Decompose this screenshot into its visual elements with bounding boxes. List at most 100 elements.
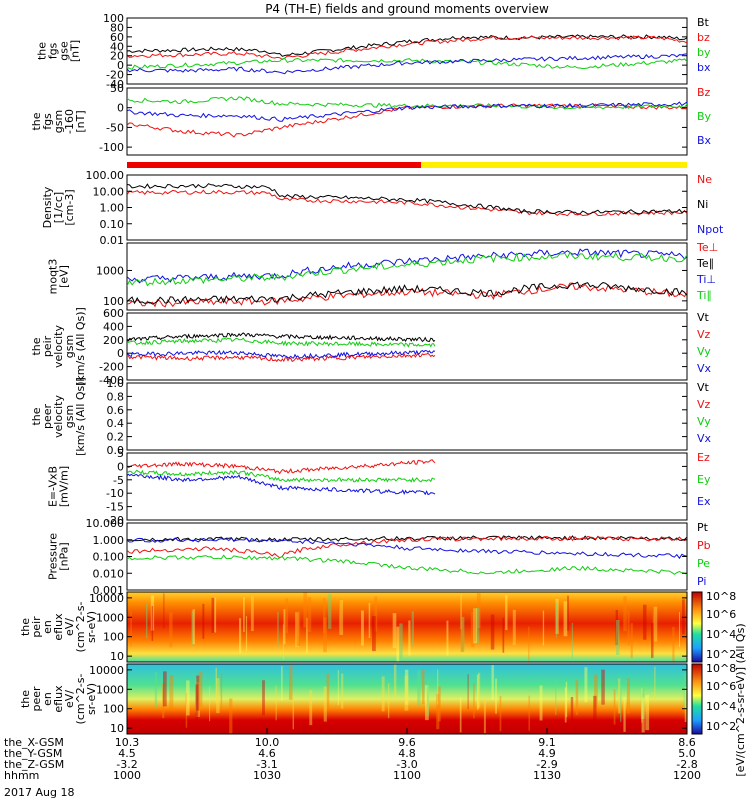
spectrogram-streak bbox=[616, 619, 620, 655]
spectrogram-streak bbox=[613, 689, 616, 725]
series-line-Ez bbox=[127, 459, 436, 475]
spectrogram-streak bbox=[323, 686, 327, 722]
y-tick-label: 0 bbox=[117, 347, 124, 360]
x-tick-label: 9.1 bbox=[538, 736, 556, 749]
legend-Vx: Vx bbox=[697, 362, 712, 375]
spectrogram-streak bbox=[652, 612, 654, 648]
spectrogram-streak bbox=[437, 669, 439, 705]
y-axis-label: sr-eV) bbox=[85, 611, 98, 643]
panel-temperature: Te⊥ Te∥ Ti⊥ Ti∥ 1000 100 moqt3[eV] bbox=[47, 241, 718, 311]
spectrogram-streak bbox=[281, 665, 283, 701]
legend-Ti∥: Ti∥ bbox=[696, 289, 712, 302]
colorbar-tick: 10^8 bbox=[706, 662, 736, 675]
y-axis-label: velocity bbox=[52, 395, 65, 438]
x-tick-label: -3.2 bbox=[116, 758, 137, 771]
spectrogram-streak bbox=[502, 617, 505, 653]
spectrogram-streak bbox=[396, 626, 400, 662]
spectrogram-streak bbox=[542, 610, 545, 646]
y-tick-label: 1000 bbox=[96, 683, 124, 696]
y-axis-label: peer bbox=[30, 686, 43, 712]
spectrogram-streak bbox=[641, 687, 643, 723]
x-tick-label: 4.5 bbox=[118, 747, 136, 760]
spectrogram-streak bbox=[490, 614, 495, 650]
spectrogram-streak bbox=[571, 622, 573, 658]
spectrogram-streak bbox=[192, 609, 195, 645]
spectrogram-streak bbox=[512, 609, 516, 645]
date-label: 2017 Aug 18 bbox=[4, 786, 74, 799]
legend-Te∥: Te∥ bbox=[696, 257, 714, 270]
spectrogram-streak bbox=[417, 670, 421, 706]
legend-Vt: Vt bbox=[697, 381, 710, 394]
legend-Ex: Ex bbox=[697, 495, 711, 508]
y-tick-label: 50 bbox=[110, 82, 124, 95]
spectrogram-streak bbox=[169, 612, 173, 648]
series-line-Pi bbox=[127, 537, 687, 560]
spectrogram-streak bbox=[239, 618, 242, 654]
colorbar-tick: 10^8 bbox=[706, 590, 736, 603]
spectrogram-streak bbox=[643, 604, 647, 640]
x-tick-label: 1000 bbox=[113, 769, 141, 782]
spectrogram-streak bbox=[169, 675, 174, 711]
spectrogram-streak bbox=[186, 680, 190, 716]
spectrogram-streak bbox=[404, 669, 409, 705]
x-tick-label: 1200 bbox=[673, 769, 701, 782]
legend-Vz: Vz bbox=[697, 328, 711, 341]
spectrogram-streak bbox=[653, 606, 658, 642]
series-line-Bz bbox=[127, 103, 687, 138]
spectrogram-streak bbox=[262, 680, 265, 716]
spectrogram-streak bbox=[323, 617, 327, 653]
spectrogram-streak bbox=[483, 698, 486, 734]
y-tick-label: -20 bbox=[106, 69, 124, 82]
y-tick-label: 10000 bbox=[89, 664, 124, 677]
y-axis-label: gse bbox=[58, 41, 71, 61]
spectrogram-streak bbox=[473, 608, 478, 644]
spectrogram-streak bbox=[618, 678, 621, 714]
colorbar-tick: 10^2 bbox=[706, 720, 736, 733]
spectrogram-streak bbox=[425, 685, 429, 721]
colorbar-label: [eV/(cm^2-s-sr-eV)] (All Qs) bbox=[734, 623, 747, 776]
y-tick-label: 10.000 bbox=[86, 517, 125, 530]
series-line-Ti⊥ bbox=[127, 248, 687, 284]
y-axis-label: [cm-3] bbox=[63, 189, 76, 225]
y-axis-label: [km/s (All Qs)] bbox=[74, 377, 87, 456]
legend-Ez: Ez bbox=[697, 451, 710, 464]
spectrogram-streak bbox=[539, 685, 543, 721]
spectrogram-streak bbox=[326, 673, 330, 709]
y-axis-label: en bbox=[41, 692, 54, 706]
y-axis-label: [km/s (All Qs)] bbox=[74, 307, 87, 386]
colorbar-top bbox=[691, 591, 703, 663]
y-tick-label: 0.10 bbox=[100, 218, 125, 231]
spectrogram-streak bbox=[641, 697, 645, 733]
legend-Pi: Pi bbox=[697, 575, 706, 588]
legend-Ti⊥: Ti⊥ bbox=[696, 273, 716, 286]
y-tick-label: -20 bbox=[106, 514, 124, 527]
spectrogram-streak bbox=[306, 617, 308, 653]
colorbar-bottom bbox=[691, 663, 703, 735]
y-tick-label: 0.01 bbox=[100, 234, 125, 247]
y-tick-label: 10.00 bbox=[93, 185, 125, 198]
y-tick-label: 80 bbox=[110, 21, 124, 34]
series-line-Vt bbox=[127, 332, 436, 343]
spectrogram-streak bbox=[565, 681, 568, 717]
spectrogram-streak bbox=[323, 598, 326, 634]
y-tick-label: 100 bbox=[103, 12, 124, 25]
panel-frame bbox=[126, 242, 688, 311]
y-axis-label: eflux bbox=[52, 685, 65, 713]
spectrogram-streak bbox=[146, 603, 148, 639]
panel-frame bbox=[126, 17, 688, 85]
x-tick-label: 9.6 bbox=[398, 736, 416, 749]
legend-Ey: Ey bbox=[697, 473, 711, 486]
legend-Vt: Vt bbox=[697, 311, 710, 324]
spectrogram-streak bbox=[623, 696, 626, 732]
x-tick-label: -3.0 bbox=[396, 758, 417, 771]
x-tick-label: 4.6 bbox=[258, 747, 276, 760]
spectrogram-streak bbox=[292, 694, 294, 730]
y-tick-label: -100 bbox=[99, 141, 124, 154]
spectrogram-streak bbox=[475, 607, 480, 643]
spectrogram-streak bbox=[243, 597, 245, 633]
spectrogram-streak bbox=[220, 673, 223, 709]
y-axis-label: velocity bbox=[52, 325, 65, 368]
spectrogram-streak bbox=[282, 624, 284, 660]
y-tick-label: 100 bbox=[103, 703, 124, 716]
